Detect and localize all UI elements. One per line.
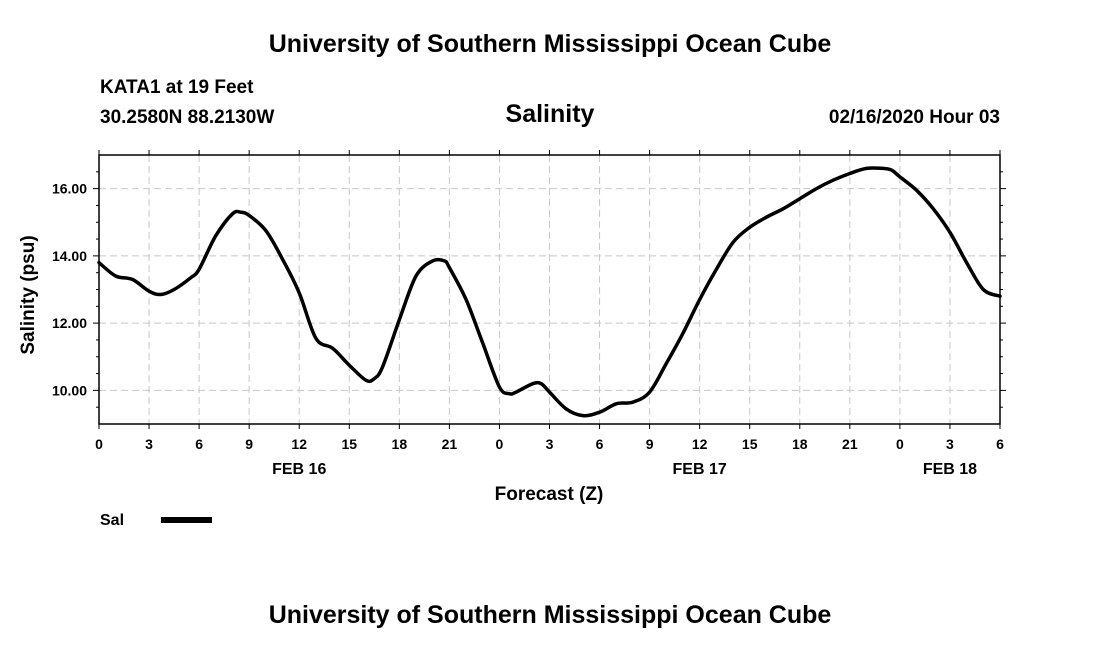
x-axis-label: Forecast (Z) — [495, 484, 604, 505]
x-tick-label: 6 — [195, 436, 203, 452]
x-tick-label: 21 — [842, 436, 858, 452]
x-tick-label: 3 — [145, 436, 153, 452]
x-tick-label: 15 — [742, 436, 758, 452]
footer-title: University of Southern Mississippi Ocean… — [268, 601, 832, 629]
series-line-sal — [97, 166, 1002, 418]
y-tick-label: 16.00 — [52, 181, 87, 197]
y-axis-label: Salinity (psu) — [18, 235, 39, 354]
date-label: FEB 18 — [923, 461, 977, 478]
x-tick-label: 9 — [245, 436, 253, 452]
x-tick-label: 0 — [95, 436, 103, 452]
x-tick-label: 0 — [896, 436, 904, 452]
date-label: FEB 16 — [272, 461, 326, 478]
date-label: FEB 17 — [673, 461, 727, 478]
y-tick-label: 14.00 — [52, 248, 87, 264]
y-tick-label: 12.00 — [52, 315, 87, 331]
x-tick-label: 0 — [496, 436, 504, 452]
station-label: KATA1 at 19 Feet — [100, 77, 254, 98]
x-tick-label: 3 — [546, 436, 554, 452]
chart-title: Salinity — [505, 100, 595, 128]
x-tick-label: 15 — [341, 436, 357, 452]
x-tick-label: 21 — [442, 436, 458, 452]
x-tick-label: 12 — [692, 436, 708, 452]
x-tick-label: 18 — [392, 436, 408, 452]
x-tick-label: 6 — [996, 436, 1004, 452]
station-coordinates: 30.2580N 88.2130W — [100, 107, 275, 128]
x-tick-label: 18 — [792, 436, 808, 452]
page-title: University of Southern Mississippi Ocean… — [268, 30, 832, 58]
forecast-run-time: 02/16/2020 Hour 03 — [828, 107, 1000, 128]
x-tick-label: 9 — [646, 436, 654, 452]
x-tick-label: 6 — [596, 436, 604, 452]
x-tick-label: 3 — [946, 436, 954, 452]
y-tick-label: 10.00 — [52, 382, 87, 398]
plot-frame — [98, 154, 1001, 425]
legend-label: Sal — [100, 512, 124, 529]
x-tick-label: 12 — [291, 436, 307, 452]
